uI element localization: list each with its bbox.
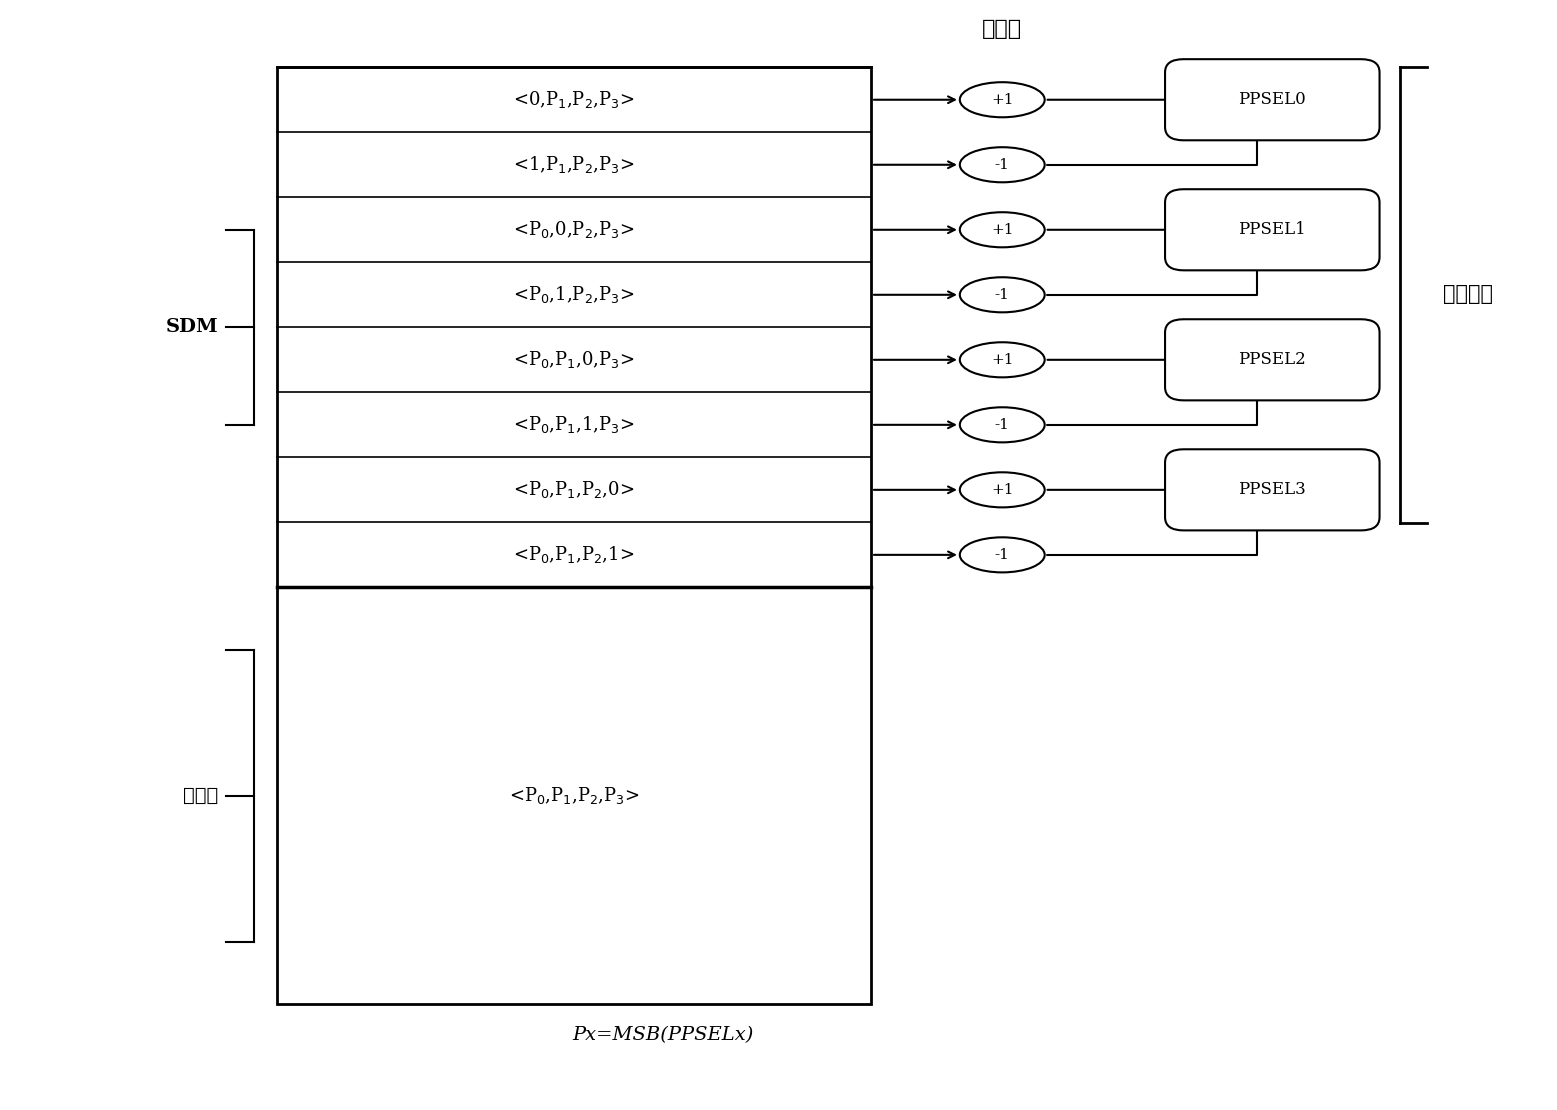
Text: PPSEL0: PPSEL0 (1238, 91, 1306, 109)
Text: <0,P$_1$,P$_2$,P$_3$>: <0,P$_1$,P$_2$,P$_3$> (514, 89, 635, 110)
Text: +1: +1 (990, 93, 1014, 107)
Text: <1,P$_1$,P$_2$,P$_3$>: <1,P$_1$,P$_2$,P$_3$> (514, 154, 635, 175)
Text: <P$_0$,P$_1$,P$_2$,0>: <P$_0$,P$_1$,P$_2$,0> (514, 480, 635, 501)
Text: 追随组: 追随组 (184, 787, 218, 805)
Text: +1: +1 (990, 353, 1014, 366)
Text: PPSEL3: PPSEL3 (1238, 482, 1306, 498)
Text: 提升策略: 提升策略 (1443, 285, 1493, 304)
Text: 缺失数: 缺失数 (982, 18, 1023, 40)
Ellipse shape (959, 148, 1045, 182)
Text: PPSEL1: PPSEL1 (1238, 221, 1306, 239)
Text: <P$_0$,0,P$_2$,P$_3$>: <P$_0$,0,P$_2$,P$_3$> (514, 220, 635, 240)
Ellipse shape (959, 407, 1045, 443)
Text: <P$_0$,P$_1$,P$_2$,1>: <P$_0$,P$_1$,P$_2$,1> (514, 544, 635, 565)
Text: <P$_0$,P$_1$,0,P$_3$>: <P$_0$,P$_1$,0,P$_3$> (514, 350, 635, 371)
Text: <P$_0$,P$_1$,P$_2$,P$_3$>: <P$_0$,P$_1$,P$_2$,P$_3$> (509, 786, 640, 806)
Ellipse shape (959, 537, 1045, 573)
Text: <P$_0$,P$_1$,1,P$_3$>: <P$_0$,P$_1$,1,P$_3$> (514, 414, 635, 435)
FancyBboxPatch shape (1165, 450, 1380, 531)
Text: +1: +1 (990, 223, 1014, 236)
FancyBboxPatch shape (1165, 320, 1380, 401)
Ellipse shape (959, 212, 1045, 248)
Text: SDM: SDM (165, 319, 218, 336)
Bar (277, 68, 870, 1005)
FancyBboxPatch shape (1165, 189, 1380, 271)
Text: -1: -1 (995, 158, 1009, 172)
Ellipse shape (959, 342, 1045, 377)
Text: Px=MSB(PPSELx): Px=MSB(PPSELx) (573, 1027, 754, 1045)
Ellipse shape (959, 472, 1045, 507)
FancyBboxPatch shape (1165, 59, 1380, 140)
Text: -1: -1 (995, 287, 1009, 302)
Text: -1: -1 (995, 417, 1009, 432)
Text: +1: +1 (990, 483, 1014, 497)
Text: PPSEL2: PPSEL2 (1238, 351, 1306, 369)
Ellipse shape (959, 278, 1045, 312)
Text: -1: -1 (995, 548, 1009, 562)
Ellipse shape (959, 82, 1045, 118)
Text: <P$_0$,1,P$_2$,P$_3$>: <P$_0$,1,P$_2$,P$_3$> (514, 284, 635, 305)
